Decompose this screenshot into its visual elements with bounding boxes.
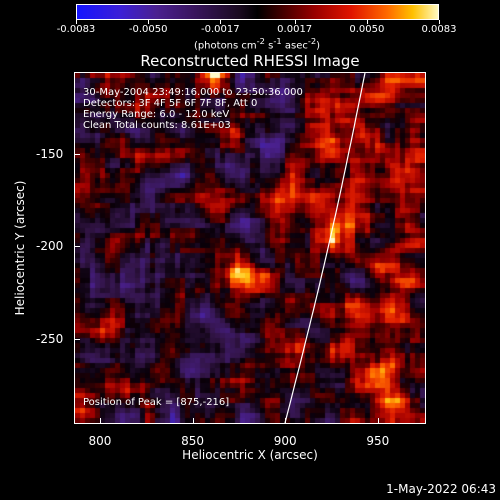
annotation-peak: Position of Peak = [875,-216]	[83, 397, 230, 408]
colorbar-tick-label: 0.0083	[421, 24, 457, 35]
colorbar-tickmark	[439, 20, 440, 24]
annotation-energy: Energy Range: 6.0 - 12.0 keV	[83, 109, 230, 120]
colorbar-tickmark	[76, 20, 77, 24]
colorbar-units: (photons cm-2 s-1 asec-2)	[193, 36, 321, 52]
x-tick-label: 950	[366, 434, 390, 448]
x-tick-label: 900	[273, 434, 297, 448]
colorbar-tick-label: -0.0050	[128, 24, 168, 35]
image-plot: 30-May-2004 23:49:16.000 to 23:50:36.000…	[74, 72, 426, 424]
x-tick-label: 850	[181, 434, 205, 448]
y-tick-label: -200	[36, 239, 64, 254]
colorbar	[76, 4, 439, 20]
y-tick-mark	[74, 246, 80, 248]
colorbar-tick-label: 0.0050	[349, 24, 385, 35]
y-tick-label: -150	[36, 146, 64, 161]
annotation-time: 30-May-2004 23:49:16.000 to 23:50:36.000	[83, 87, 303, 98]
timestamp: 1-May-2022 06:43	[386, 482, 496, 496]
colorbar-tick-label: -0.0017	[201, 24, 240, 35]
y-tick-label: -250	[36, 331, 64, 346]
colorbar-tickmark	[220, 20, 222, 24]
annotation-clean: Clean Total counts: 8.61E+03	[83, 120, 231, 131]
rhessi-heatmap	[75, 73, 425, 423]
x-tick-label: 800	[88, 434, 112, 448]
y-axis-label: Heliocentric Y (arcsec)	[13, 180, 27, 316]
x-tick-mark	[192, 418, 194, 424]
limb-curve	[284, 73, 366, 423]
x-tick-mark	[99, 418, 101, 424]
solar-limb	[284, 73, 366, 423]
colorbar-tick-label: -0.0083	[56, 24, 96, 35]
colorbar-tickmark	[366, 20, 368, 24]
x-tick-mark	[285, 418, 287, 424]
y-tick-mark	[74, 338, 80, 340]
plot-title: Reconstructed RHESSI Image	[140, 52, 360, 70]
x-axis-label: Heliocentric X (arcsec)	[182, 448, 318, 462]
y-tick-mark	[74, 153, 80, 155]
annotation-detectors: Detectors: 3F 4F 5F 6F 7F 8F, Att 0	[83, 98, 258, 109]
colorbar-tick-label: 0.0017	[277, 24, 313, 35]
colorbar-tickmark	[148, 20, 150, 24]
x-tick-mark	[377, 418, 379, 424]
colorbar-tickmark	[294, 20, 296, 24]
